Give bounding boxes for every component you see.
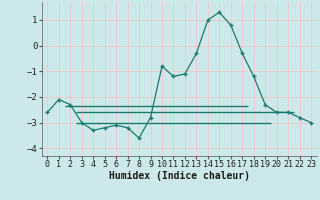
X-axis label: Humidex (Indice chaleur): Humidex (Indice chaleur)	[109, 171, 250, 181]
